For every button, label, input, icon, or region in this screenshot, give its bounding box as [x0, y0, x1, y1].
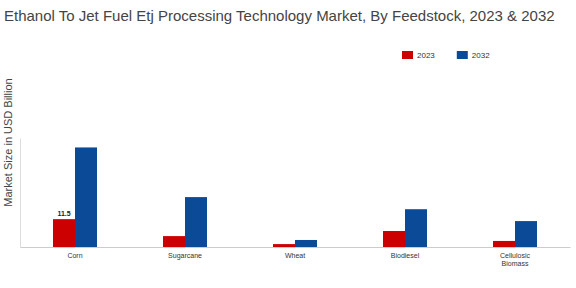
- legend-swatch: [402, 51, 413, 59]
- bar: [53, 219, 75, 247]
- chart: Ethanol To Jet Fuel Etj Processing Techn…: [0, 0, 576, 288]
- x-axis: Corn Sugarcane Wheat Biodiesel CellulosicBio…: [21, 247, 571, 267]
- title: Ethanol To Jet Fuel Etj Processing Techn…: [4, 7, 555, 24]
- bar: [163, 236, 185, 247]
- x-tick: Wheat: [285, 247, 305, 259]
- x-tick: Corn: [67, 247, 82, 259]
- x-tick: Biodiesel: [391, 247, 420, 259]
- bar: [493, 241, 515, 247]
- data-label: 11.5: [57, 210, 70, 217]
- bar: [515, 221, 537, 247]
- bar: [383, 231, 405, 247]
- bar: [295, 240, 317, 247]
- x-tick-label: Wheat: [285, 252, 305, 259]
- legend-label: 2032: [472, 51, 490, 60]
- x-tick-label: CellulosicBiomass: [500, 252, 530, 267]
- bar: [75, 147, 97, 247]
- legend-label: 2023: [417, 51, 435, 60]
- x-tick: Sugarcane: [168, 247, 202, 260]
- bar: [273, 244, 295, 247]
- y-axis-line: [20, 139, 21, 248]
- y-axis-title: Market Size in USD Billion: [2, 78, 14, 206]
- x-tick-label: Corn: [67, 252, 82, 259]
- bar: [405, 209, 427, 247]
- bars: [53, 147, 537, 247]
- x-tick-label: Biodiesel: [391, 252, 420, 259]
- x-tick: CellulosicBiomass: [500, 247, 530, 267]
- x-axis-line: [21, 247, 571, 248]
- data-labels: 11.5: [57, 210, 70, 217]
- x-tick-label: Sugarcane: [168, 252, 202, 260]
- y-axis: [20, 139, 21, 248]
- bar: [185, 197, 207, 247]
- legend-swatch: [457, 51, 468, 59]
- legend: 2023 2032: [402, 51, 490, 60]
